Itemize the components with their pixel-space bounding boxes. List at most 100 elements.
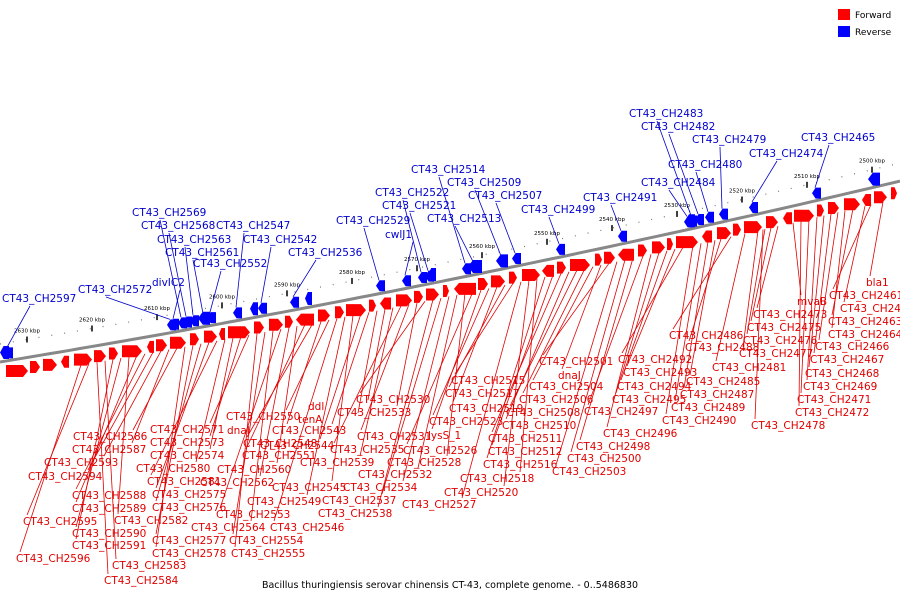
forward-gene-connector bbox=[396, 302, 418, 407]
forward-gene-arrow bbox=[74, 353, 92, 366]
reverse-gene-arrow bbox=[618, 230, 627, 242]
gene-label-layer: CT43_CH2597CT43_CH2572divIC2CT43_CH2569C… bbox=[2, 108, 900, 587]
forward-gene-label: CT43_CH2485 bbox=[686, 376, 760, 388]
forward-gene-arrow bbox=[862, 194, 871, 207]
reverse-gene-connector bbox=[695, 171, 709, 212]
forward-gene-label: CT43_CH2497 bbox=[584, 406, 658, 418]
forward-gene-label: CT43_CH2560 bbox=[217, 464, 291, 476]
reverse-gene-arrow bbox=[290, 296, 299, 308]
forward-gene-connector bbox=[491, 275, 554, 446]
forward-gene-arrow bbox=[454, 282, 476, 295]
kbp-tick-label: 2540 kbp bbox=[599, 217, 625, 223]
reverse-gene-connector bbox=[548, 216, 560, 245]
forward-gene-label: CT43_CH2495 bbox=[612, 394, 686, 406]
reverse-gene-connector bbox=[438, 176, 466, 264]
reverse-gene-connector bbox=[404, 241, 414, 276]
reverse-gene-label: CT43_CH2547 bbox=[216, 220, 290, 232]
forward-gene-arrow bbox=[156, 339, 167, 352]
reverse-gene-label: CT43_CH2529 bbox=[336, 215, 410, 227]
forward-gene-label: CT43_CH2523 bbox=[429, 416, 503, 428]
forward-gene-label: CT43_CH2548 bbox=[243, 438, 317, 450]
forward-gene-connector bbox=[306, 316, 346, 496]
forward-gene-label: CT43_CH2481 bbox=[712, 362, 786, 374]
forward-gene-connector bbox=[750, 227, 772, 322]
reverse-gene-arrow bbox=[190, 315, 199, 327]
reverse-gene-label: cwlJ1 bbox=[385, 229, 412, 241]
forward-gene-connector bbox=[104, 360, 117, 560]
forward-gene-connector bbox=[286, 321, 322, 425]
forward-gene-label: CT43_CH2478 bbox=[751, 420, 825, 432]
forward-gene-label: CT43_CH2468 bbox=[805, 368, 879, 380]
forward-gene-arrow bbox=[794, 209, 814, 222]
reverse-gene-connector bbox=[172, 289, 181, 319]
forward-gene-connector bbox=[359, 307, 394, 457]
reverse-gene-label: CT43_CH2513 bbox=[427, 213, 501, 225]
forward-gene-arrow bbox=[61, 355, 69, 368]
forward-gene-label: CT43_CH2475 bbox=[747, 322, 821, 334]
forward-gene-arrow bbox=[296, 313, 314, 326]
forward-gene-arrow bbox=[542, 264, 554, 277]
reverse-gene-arrow bbox=[198, 311, 210, 325]
forward-gene-label: CT43_CH2576 bbox=[152, 502, 227, 514]
forward-gene-arrow bbox=[228, 326, 250, 339]
forward-gene-connector bbox=[672, 236, 732, 330]
reverse-gene-connector bbox=[409, 212, 429, 271]
forward-gene-label: mvaB bbox=[797, 296, 827, 308]
forward-gene-label: CT43_CH2575 bbox=[152, 489, 226, 501]
forward-gene-label: CT43_CH2462 bbox=[840, 303, 900, 315]
forward-gene-label: CT43_CH2546 bbox=[270, 522, 345, 534]
forward-gene-label: CT43_CH2545 bbox=[272, 482, 346, 494]
forward-gene-label: CT43_CH2466 bbox=[815, 341, 890, 353]
forward-gene-label: CT43_CH2595 bbox=[23, 516, 97, 528]
forward-gene-label: CT43_CH2553 bbox=[216, 509, 290, 521]
forward-gene-label: CT43_CH2528 bbox=[387, 457, 461, 469]
forward-gene-arrow bbox=[369, 299, 376, 312]
forward-gene-connector bbox=[754, 229, 764, 420]
forward-gene-label: CT43_CH2501 bbox=[539, 356, 613, 368]
forward-gene-arrow bbox=[744, 221, 762, 234]
forward-gene-connector bbox=[417, 294, 458, 469]
forward-gene-arrow bbox=[766, 216, 778, 229]
forward-gene-label: CT43_CH2486 bbox=[669, 330, 744, 342]
forward-gene-arrow bbox=[346, 304, 366, 317]
forward-gene-label: CT43_CH2469 bbox=[803, 381, 877, 393]
forward-gene-label: CT43_CH2544 bbox=[260, 440, 335, 452]
legend-reverse-swatch bbox=[838, 26, 850, 37]
forward-gene-label: CT43_CH2503 bbox=[552, 466, 626, 478]
forward-gene-connector bbox=[132, 347, 178, 431]
kbp-tick-label: 2570 kbp bbox=[404, 257, 430, 263]
forward-gene-arrow bbox=[478, 277, 488, 290]
forward-gene-label: lysS_1 bbox=[428, 430, 461, 442]
forward-gene-arrow bbox=[190, 333, 199, 346]
reverse-gene-connector bbox=[159, 219, 182, 318]
forward-gene-connector bbox=[19, 364, 82, 553]
forward-gene-label: CT43_CH2463 bbox=[828, 316, 900, 328]
legend-forward-label: Forward bbox=[855, 11, 891, 21]
forward-gene-label: CT43_CH2537 bbox=[322, 495, 396, 507]
forward-gene-connector bbox=[333, 305, 402, 444]
kbp-tick-label: 2620 kbp bbox=[79, 317, 105, 323]
forward-gene-label: CT43_CH2591 bbox=[72, 540, 146, 552]
forward-gene-label: CT43_CH2488 bbox=[685, 342, 759, 354]
forward-gene-connector bbox=[606, 254, 652, 428]
forward-gene-label: CT43_CH2580 bbox=[136, 463, 210, 475]
forward-gene-label: CT43_CH2490 bbox=[662, 415, 736, 427]
forward-gene-connector bbox=[209, 336, 242, 437]
kbp-tick-label: 2600 kbp bbox=[209, 294, 235, 300]
forward-gene-arrow bbox=[509, 271, 517, 284]
forward-gene-label: CT43_CH2496 bbox=[603, 428, 678, 440]
forward-gene-connector bbox=[715, 233, 746, 362]
forward-gene-label: CT43_CH2471 bbox=[797, 394, 871, 406]
forward-gene-label: dnaI bbox=[227, 425, 250, 437]
reverse-gene-connector bbox=[235, 232, 245, 308]
forward-gene-label: CT43_CH2506 bbox=[519, 394, 594, 406]
forward-gene-arrow bbox=[94, 350, 106, 363]
reverse-gene-arrow bbox=[170, 318, 179, 330]
forward-gene-connector bbox=[331, 315, 354, 482]
forward-gene-label: CT43_CH2531 bbox=[357, 431, 431, 443]
reverse-gene-arrow bbox=[695, 214, 704, 226]
forward-gene-connector bbox=[683, 241, 709, 389]
forward-gene-connector bbox=[555, 261, 618, 466]
forward-gene-connector bbox=[532, 266, 594, 381]
forward-gene-label: CT43_CH2587 bbox=[72, 444, 146, 456]
